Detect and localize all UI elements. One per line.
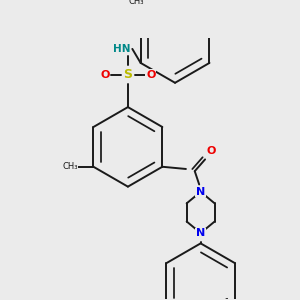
Text: N: N (196, 228, 205, 238)
Text: N: N (196, 187, 205, 197)
Text: O: O (146, 70, 155, 80)
Text: O: O (100, 70, 110, 80)
Text: S: S (123, 68, 132, 81)
Text: CH₃: CH₃ (62, 162, 78, 171)
Text: HN: HN (113, 44, 131, 54)
Text: CH₃: CH₃ (128, 0, 144, 6)
Text: O: O (206, 146, 216, 156)
